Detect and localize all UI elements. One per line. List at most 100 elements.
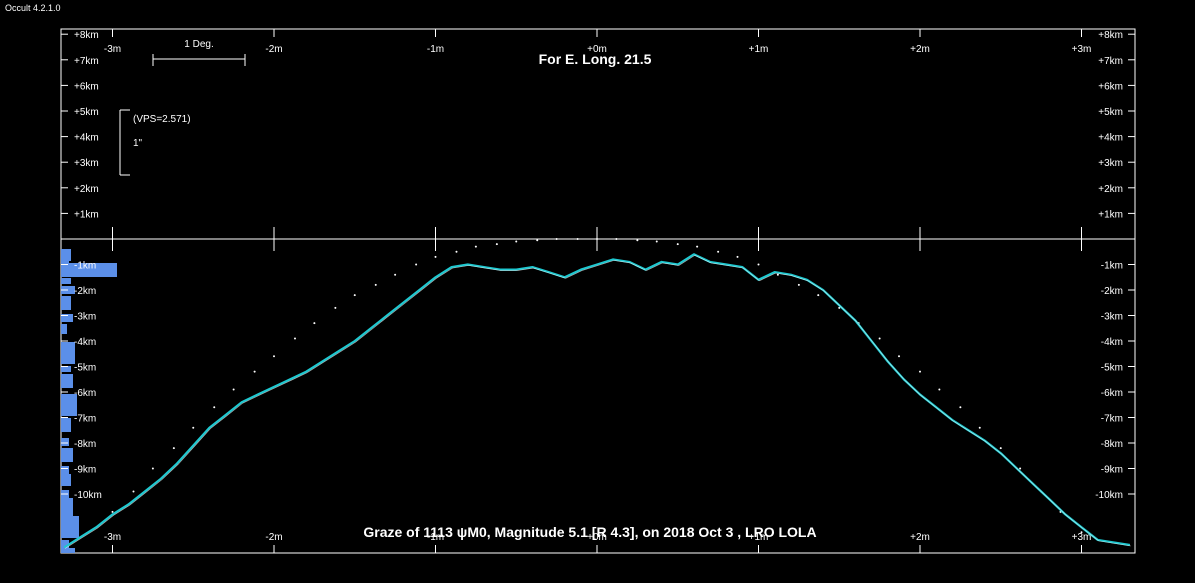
lower-y-tick-label-right: -5km	[1101, 363, 1123, 374]
app-version: Occult 4.2.1.0	[5, 3, 61, 13]
dot-point	[273, 355, 275, 358]
x-tick-label-top: +3m	[1072, 44, 1092, 55]
histogram-bar	[61, 474, 71, 486]
dot-point	[776, 273, 779, 276]
histogram-bar	[61, 540, 69, 548]
dot-point	[253, 370, 256, 373]
upper-y-tick-label-right: +4km	[1098, 133, 1123, 144]
dot-point	[717, 250, 720, 253]
lower-y-tick-label-left: -5km	[74, 363, 96, 374]
chart-caption: Graze of 1113 ψM0, Magnitude 5.1 [R 4.3]…	[363, 524, 816, 540]
histogram-bar	[61, 366, 71, 372]
histogram-bar	[61, 324, 67, 334]
histogram-bar	[61, 548, 75, 553]
vps-label: (VPS=2.571)	[133, 114, 191, 125]
histogram-bar	[61, 374, 73, 388]
upper-y-tick-label-right: +3km	[1098, 158, 1123, 169]
upper-y-tick-label-right: +6km	[1098, 81, 1123, 92]
lower-y-tick-label-left: -8km	[74, 439, 96, 450]
dot-point	[232, 388, 235, 391]
lower-y-tick-label-right: -2km	[1101, 286, 1123, 297]
profile-line-smoothed	[64, 254, 1131, 549]
dot-point	[515, 240, 518, 243]
histogram-bar	[61, 448, 73, 462]
x-tick-label-top: +0m	[587, 44, 607, 55]
x-tick-label-top: +1m	[749, 44, 769, 55]
x-tick-label-bottom: -3m	[104, 532, 121, 543]
lower-y-tick-label-left: -4km	[74, 337, 96, 348]
dot-point	[615, 238, 618, 240]
upper-y-tick-label-left: +8km	[74, 30, 99, 41]
upper-y-tick-label-left: +6km	[74, 81, 99, 92]
chart-title: For E. Long. 21.5	[539, 51, 652, 67]
dot-point	[919, 370, 921, 373]
upper-y-tick-label-left: +7km	[74, 56, 99, 67]
histogram-bar	[61, 314, 73, 322]
dot-point	[495, 243, 498, 246]
dot-point	[353, 294, 356, 297]
dot-point	[434, 255, 437, 258]
histogram-bar	[61, 516, 79, 538]
dot-point	[213, 406, 216, 409]
upper-y-tick-label-right: +2km	[1098, 184, 1123, 195]
upper-y-tick-label-right: +1km	[1098, 209, 1123, 220]
profile-line	[63, 253, 1131, 549]
dot-point	[878, 337, 881, 340]
dots-series	[111, 238, 1083, 534]
lower-y-tick-label-right: -4km	[1101, 337, 1123, 348]
dot-point	[455, 250, 458, 253]
histogram-bar	[61, 438, 69, 446]
dot-point	[636, 239, 639, 242]
upper-y-tick-label-right: +7km	[1098, 56, 1123, 67]
x-tick-label-bottom: -1m	[427, 532, 444, 543]
arcsec-label: 1"	[133, 138, 143, 149]
dot-point	[192, 426, 195, 429]
histogram-bar	[61, 278, 71, 284]
histogram-bar	[61, 263, 117, 277]
lower-y-tick-label-left: -7km	[74, 414, 96, 425]
upper-y-tick-label-left: +1km	[74, 209, 99, 220]
dot-point	[1080, 531, 1083, 534]
histogram-bar	[61, 394, 77, 416]
lower-y-axis: -1km -1km -2km -2km -3km -3km -4km -4km -5km -5km…	[61, 261, 1135, 501]
lower-y-tick-label-right: -8km	[1101, 439, 1123, 450]
dot-point	[655, 240, 658, 243]
dot-point	[959, 406, 962, 409]
dot-point	[1019, 467, 1022, 470]
dot-point	[999, 447, 1002, 450]
x-axis: -3m -3m -2m -2m -1m -1m +0m +0m +1m +1m +2m +2m +3m +…	[104, 29, 1091, 553]
histogram-bar	[61, 466, 69, 474]
x-tick-label-bottom: +0m	[587, 532, 607, 543]
dot-point	[334, 306, 337, 309]
x-tick-label-bottom: +1m	[749, 532, 769, 543]
dot-point	[938, 388, 941, 391]
lower-y-tick-label-right: -1km	[1101, 261, 1123, 272]
lower-y-tick-label-right: -3km	[1101, 312, 1123, 323]
lower-y-tick-label-left: -6km	[74, 388, 96, 399]
dot-point	[415, 263, 418, 266]
dot-point	[576, 238, 579, 240]
lower-y-tick-label-left: -3km	[74, 312, 96, 323]
x-tick-label-top: +2m	[910, 44, 930, 55]
degree-label: 1 Deg.	[184, 39, 213, 50]
upper-y-tick-label-left: +4km	[74, 133, 99, 144]
dot-point	[374, 283, 377, 286]
dot-point	[898, 355, 901, 358]
histogram-bar	[61, 296, 71, 310]
histogram-bar	[61, 498, 73, 516]
dot-point	[132, 490, 135, 493]
plot-frame	[60, 28, 1136, 554]
x-tick-label-bottom: -2m	[265, 532, 282, 543]
dot-point	[536, 239, 539, 242]
x-tick-label-bottom: +2m	[910, 532, 930, 543]
upper-y-tick-label-right: +8km	[1098, 30, 1123, 41]
upper-y-axis: +8km +8km +7km +7km +6km +6km +5km +5km +4km +4km…	[61, 30, 1135, 220]
histogram-bar	[61, 418, 71, 432]
dot-point	[313, 322, 316, 325]
dot-point	[394, 273, 397, 276]
dot-point	[696, 245, 699, 248]
dot-point	[838, 306, 841, 309]
lower-y-tick-label-left: -2km	[74, 286, 96, 297]
lower-y-tick-label-left: -10km	[74, 490, 102, 501]
